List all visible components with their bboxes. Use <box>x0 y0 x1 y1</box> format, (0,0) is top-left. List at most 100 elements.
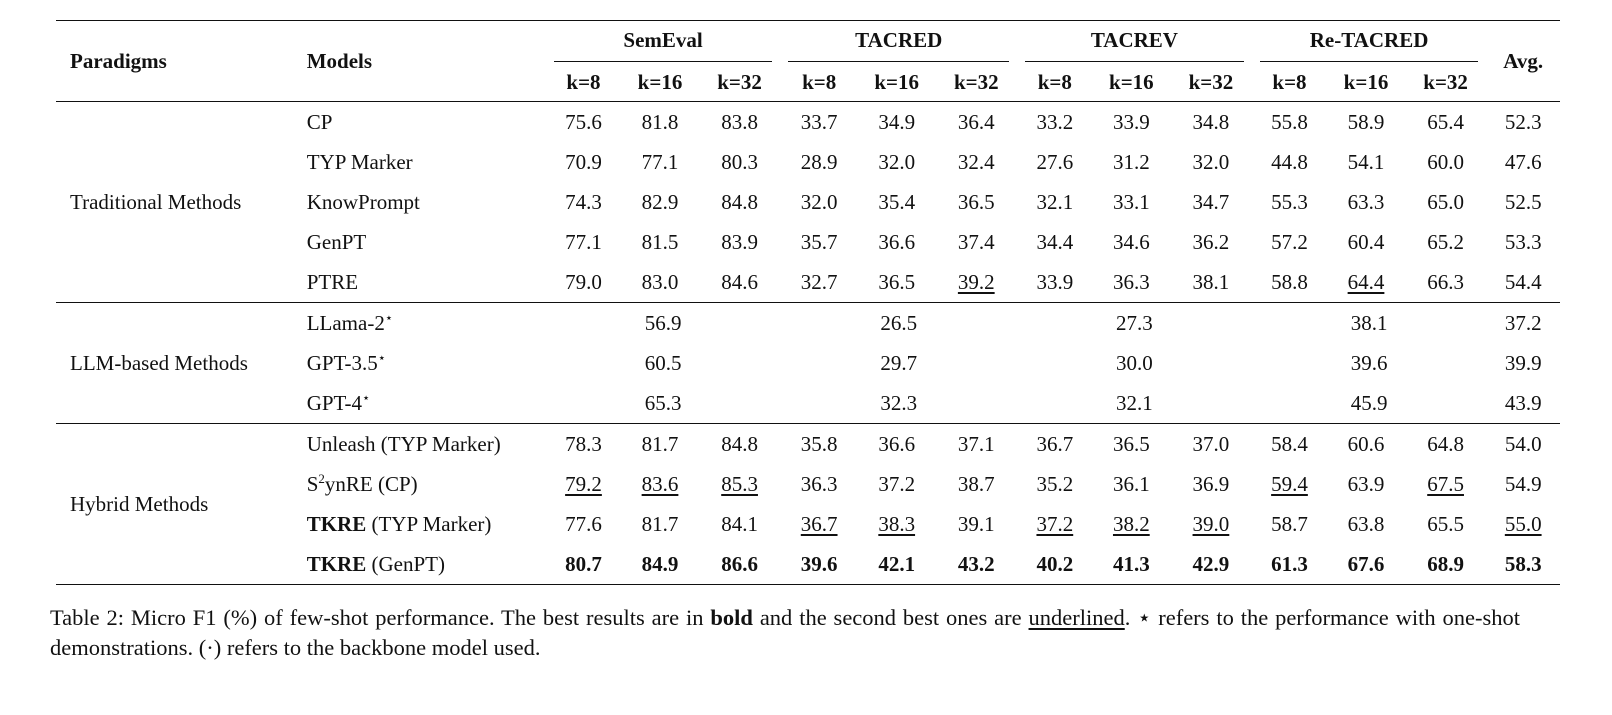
table-cell: 77.1 <box>641 149 679 174</box>
table-cell: 37.4 <box>957 229 995 254</box>
header-row-k: k=8 k=16 k=32 k=8 k=16 k=32 k=8 k=16 k=3… <box>56 63 1560 102</box>
table-cell: 55.8 <box>1271 109 1308 134</box>
table-cell: 36.2 <box>1192 229 1230 254</box>
table-cell: 55.3 <box>1271 189 1308 214</box>
table-cell-merged: 39.6 <box>1350 350 1388 375</box>
model-name: KnowPrompt <box>306 189 420 214</box>
table-cell: 58.8 <box>1271 269 1308 294</box>
table-cell: 33.7 <box>800 109 838 134</box>
table-cell: 81.7 <box>641 511 679 536</box>
table-cell: 36.7 <box>1036 431 1074 456</box>
table-cell: 80.3 <box>721 149 758 174</box>
table-cell: 81.5 <box>641 229 679 254</box>
table-cell: 36.5 <box>1112 431 1150 456</box>
table-cell-best: 41.3 <box>1112 551 1150 576</box>
table-cell: 39.1 <box>957 511 995 536</box>
header-k: k=16 <box>637 69 683 94</box>
table-cell-best: 39.6 <box>800 551 838 576</box>
avg-cell: 54.9 <box>1504 471 1542 496</box>
header-models: Models <box>306 48 373 73</box>
table-cell-merged: 45.9 <box>1350 390 1388 415</box>
table-cell: 36.6 <box>878 229 916 254</box>
table-cell-second-best: 64.4 <box>1347 269 1385 294</box>
table-cell-merged: 32.3 <box>880 390 918 415</box>
table-cell: 33.2 <box>1036 109 1074 134</box>
table-row: Traditional Methods CP 75.6 81.8 83.8 33… <box>56 102 1560 214</box>
header-k: k=32 <box>953 69 999 94</box>
table-cell-second-best: 59.4 <box>1271 471 1308 496</box>
table-row: TKRE (TYP Marker) 77.6 81.7 84.1 36.7 38… <box>56 504 1560 544</box>
table-cell-second-best: 36.7 <box>800 511 838 536</box>
header-dataset-semeval: SemEval <box>546 21 781 64</box>
table-cell: 70.9 <box>565 149 602 174</box>
avg-cell: 39.9 <box>1504 350 1542 375</box>
model-name: S2ynRE (CP) <box>306 471 418 496</box>
avg-cell: 47.6 <box>1504 149 1542 174</box>
model-name: GPT-3.5⋆ <box>306 350 386 375</box>
table-row: TYP Marker 70.9 77.1 80.3 28.9 32.0 32.4… <box>56 142 1560 182</box>
paradigm-label: Traditional Methods <box>70 189 242 214</box>
table-cell-second-best: 38.3 <box>878 511 916 536</box>
table-cell: 81.8 <box>641 109 679 134</box>
header-k: k=8 <box>1037 69 1072 94</box>
table-row: GenPT 77.1 81.5 83.9 35.7 36.6 37.4 34.4… <box>56 222 1560 262</box>
table-cell: 31.2 <box>1112 149 1150 174</box>
table-cell: 34.9 <box>878 109 916 134</box>
avg-cell: 52.3 <box>1504 109 1542 134</box>
table-cell: 54.1 <box>1347 149 1385 174</box>
table-row: PTRE 79.0 83.0 84.6 32.7 36.5 39.2 33.9 … <box>56 262 1560 303</box>
results-table: Paradigms Models SemEval TACRED TACREV R… <box>56 20 1560 585</box>
table-cell: 84.6 <box>721 269 758 294</box>
table-cell: 36.5 <box>878 269 916 294</box>
paradigm-label: Hybrid Methods <box>70 491 209 516</box>
table-cell-second-best: 38.2 <box>1112 511 1150 536</box>
table-cell-merged: 29.7 <box>880 350 918 375</box>
table-cell-second-best: 85.3 <box>721 471 758 496</box>
table-cell: 58.4 <box>1271 431 1308 456</box>
table-cell-second-best: 79.2 <box>565 471 602 496</box>
table-cell: 84.8 <box>721 431 758 456</box>
table-row: Hybrid Methods Unleash (TYP Marker) 78.3… <box>56 423 1560 516</box>
table-cell: 36.3 <box>1112 269 1150 294</box>
table-cell: 60.0 <box>1427 149 1464 174</box>
table-cell-best: 80.7 <box>565 551 602 576</box>
table-cell: 63.9 <box>1347 471 1385 496</box>
table-cell: 38.7 <box>957 471 995 496</box>
table-cell-merged: 56.9 <box>644 310 682 335</box>
table-cell: 60.4 <box>1347 229 1385 254</box>
table-cell: 60.6 <box>1347 431 1385 456</box>
table-cell-best: 67.6 <box>1347 551 1385 576</box>
table-cell: 34.7 <box>1192 189 1230 214</box>
table-cell: 66.3 <box>1427 269 1464 294</box>
avg-cell: 54.0 <box>1504 431 1542 456</box>
table-cell: 34.8 <box>1192 109 1230 134</box>
table-cell: 64.8 <box>1427 431 1464 456</box>
table-cell: 57.2 <box>1271 229 1308 254</box>
table-cell-merged: 32.1 <box>1116 390 1153 415</box>
table-cell: 36.1 <box>1112 471 1150 496</box>
header-paradigms: Paradigms <box>70 48 167 73</box>
table-cell-second-best: 39.2 <box>957 269 995 294</box>
table-cell-best: 43.2 <box>957 551 995 576</box>
table-row: GPT-3.5⋆ 60.5 29.7 30.0 39.6 39.9 <box>56 343 1560 383</box>
table-cell: 36.3 <box>800 471 838 496</box>
table-cell: 32.4 <box>957 149 995 174</box>
table-cell: 81.7 <box>641 431 679 456</box>
table-cell: 32.1 <box>1036 189 1074 214</box>
avg-cell: 52.5 <box>1504 189 1542 214</box>
header-dataset-tacred: TACRED <box>780 21 1017 64</box>
header-avg: Avg. <box>1503 48 1544 73</box>
model-name: TKRE (GenPT) <box>306 551 445 576</box>
avg-cell: 53.3 <box>1504 229 1542 254</box>
table-cell-merged: 27.3 <box>1116 310 1153 335</box>
table-caption: Table 2: Micro F1 (%) of few-shot perfor… <box>50 605 1520 660</box>
model-name: CP <box>306 109 333 134</box>
table-cell-merged: 26.5 <box>880 310 918 335</box>
table-cell: 79.0 <box>565 269 602 294</box>
caption-underline-word: underlined <box>1028 605 1125 630</box>
table-cell: 32.0 <box>878 149 916 174</box>
table-cell: 65.0 <box>1427 189 1464 214</box>
table-cell-merged: 38.1 <box>1350 310 1388 335</box>
table-cell-best: 84.9 <box>641 551 679 576</box>
table-cell: 74.3 <box>565 189 602 214</box>
